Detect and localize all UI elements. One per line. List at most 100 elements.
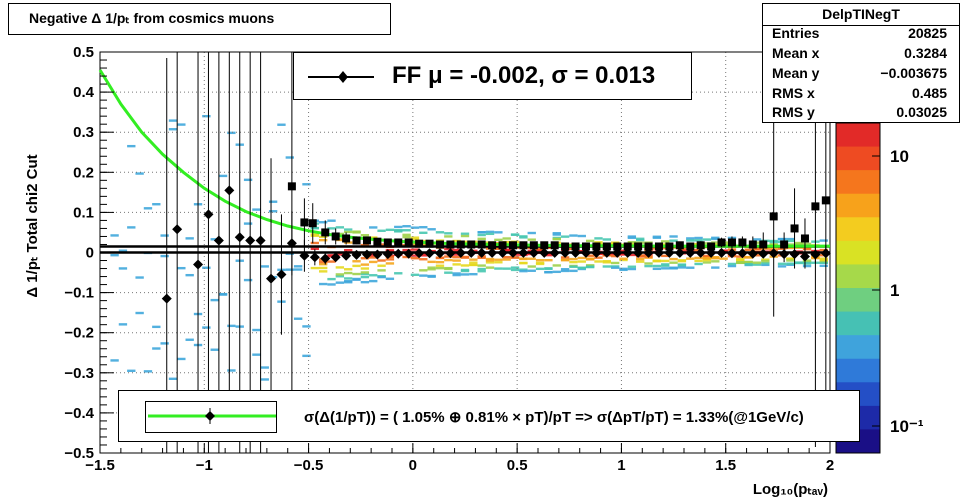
data-point-square (759, 240, 768, 249)
stats-value: 0.485 (911, 85, 947, 101)
heatmap-cell (435, 264, 445, 267)
heatmap-cell (560, 269, 570, 273)
data-point-diamond (382, 249, 393, 260)
heatmap-cell (569, 269, 578, 273)
heatmap-cell (293, 268, 303, 271)
data-point-square (362, 236, 371, 245)
heatmap-cell (535, 267, 545, 271)
data-point-square (675, 241, 684, 250)
data-point-diamond (424, 248, 435, 259)
heatmap-cell (502, 240, 511, 244)
heatmap-cell (727, 262, 737, 266)
heatmap-cell (344, 277, 353, 280)
data-point-square (477, 240, 486, 249)
heatmap-cell (360, 234, 370, 237)
heatmap-cell (602, 261, 611, 264)
heatmap-cell (344, 241, 353, 244)
heatmap-cell (544, 253, 553, 257)
heatmap-cell (127, 226, 136, 229)
heatmap-cell (310, 226, 319, 230)
stats-name: DelpTINegT (822, 6, 900, 22)
data-point-square (394, 238, 403, 247)
legend-fit-sample (145, 401, 277, 433)
heatmap-cell (619, 258, 628, 262)
data-point-square (644, 242, 653, 251)
data-point-diamond (393, 248, 404, 259)
heatmap-cell (777, 247, 787, 250)
heatmap-cell (419, 258, 428, 261)
heatmap-cell (143, 207, 153, 210)
heatmap-cell (819, 248, 828, 252)
heatmap-cell (594, 241, 603, 244)
heatmap-cell (444, 267, 453, 271)
heatmap-cell (636, 260, 645, 263)
heatmap-cell (661, 264, 670, 267)
heatmap-cell (627, 265, 637, 268)
heatmap-cell (319, 262, 328, 266)
data-point-diamond (445, 248, 456, 259)
heatmap-cell (218, 174, 228, 178)
data-point-diamond (203, 209, 214, 220)
heatmap-cell (736, 255, 745, 258)
heatmap-cell (477, 237, 486, 241)
palette-bin (836, 288, 880, 313)
heatmap-cell (335, 253, 345, 256)
heatmap-cell (185, 237, 194, 240)
data-point-diamond (591, 247, 602, 258)
heatmap-cell (761, 261, 770, 265)
heatmap-cell (552, 270, 561, 274)
heatmap-cell (585, 239, 595, 243)
data-point-square (821, 196, 830, 205)
heatmap-cell (452, 255, 461, 259)
data-point-diamond (633, 247, 644, 258)
data-point-diamond (622, 247, 633, 258)
heatmap-cell (711, 260, 720, 263)
data-point-square (696, 241, 705, 250)
heatmap-cell (644, 264, 653, 268)
heatmap-cell (335, 273, 345, 276)
heatmap-cell (344, 228, 353, 231)
heatmap-cell (394, 272, 403, 275)
data-point-diamond (455, 247, 466, 258)
data-point-square (404, 238, 413, 247)
heatmap-cell (677, 259, 687, 262)
data-point-diamond (758, 248, 769, 259)
data-point-square (498, 241, 507, 250)
heatmap-cell (344, 268, 353, 271)
y-tick-label: −0.4 (64, 405, 94, 422)
heatmap-cell (535, 262, 545, 266)
data-point-square (717, 238, 726, 247)
heatmap-cell (335, 238, 345, 242)
data-point-square (415, 239, 424, 248)
heatmap-cell (410, 254, 420, 257)
data-point-diamond (172, 224, 183, 235)
heatmap-cell (394, 230, 403, 233)
heatmap-cell (402, 225, 411, 228)
heatmap-cell (352, 264, 361, 268)
y-tick-label: −0.3 (64, 365, 94, 382)
heatmap-cell (677, 266, 687, 269)
heatmap-cell (344, 230, 353, 234)
heatmap-cell (360, 267, 370, 270)
x-tick-label: 2 (826, 457, 834, 474)
heatmap-cell (544, 267, 553, 270)
y-tick-label: −0.1 (64, 285, 94, 302)
data-point-square (707, 242, 716, 251)
x-tick-label: −0.5 (294, 457, 324, 474)
data-point-square (811, 202, 820, 211)
heatmap-cell (619, 249, 628, 252)
heatmap-cell (619, 253, 628, 256)
heatmap-cell (802, 259, 812, 262)
heatmap-cell (544, 270, 553, 274)
heatmap-cell (477, 231, 486, 234)
heatmap-cell (469, 263, 478, 267)
x-tick-label: 1.5 (715, 457, 736, 474)
data-point-diamond (549, 247, 560, 258)
heatmap-cell (419, 243, 428, 246)
heatmap-cell (177, 266, 186, 270)
heatmap-cell (410, 238, 420, 241)
heatmap-cell (310, 233, 319, 236)
data-point-diamond (266, 273, 277, 284)
heatmap-cell (469, 272, 478, 276)
palette-bin (836, 240, 880, 265)
